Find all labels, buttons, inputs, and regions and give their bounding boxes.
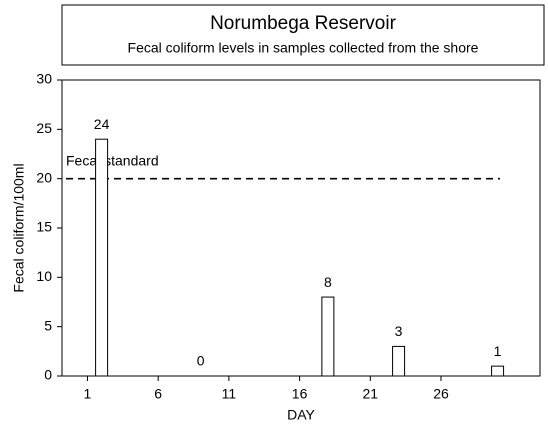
y-tick-label: 10	[36, 268, 52, 284]
x-tick-label: 1	[84, 386, 92, 402]
standard-label: Fecal standard	[66, 152, 159, 168]
data-label: 24	[94, 116, 110, 132]
x-tick-label: 6	[154, 386, 162, 402]
x-tick-label: 26	[433, 386, 449, 402]
bar	[491, 365, 505, 377]
y-tick-label: 5	[44, 317, 52, 333]
data-label: 8	[324, 274, 332, 290]
bar	[95, 138, 109, 377]
title-box	[61, 4, 545, 66]
x-tick-label: 11	[222, 386, 237, 402]
y-tick-label: 20	[36, 169, 52, 185]
data-label: 3	[395, 323, 403, 339]
bar	[392, 345, 406, 377]
y-tick-label: 30	[36, 71, 52, 87]
data-label: 0	[197, 353, 205, 369]
y-tick-label: 25	[36, 120, 52, 136]
chart-subtitle: Fecal coliform levels in samples collect…	[128, 40, 479, 56]
bar	[321, 296, 335, 377]
data-label: 1	[494, 343, 502, 359]
chart-title: Norumbega Reservoir	[210, 13, 397, 34]
x-tick-label: 21	[363, 386, 379, 402]
plot-frame	[61, 79, 541, 377]
y-tick-label: 15	[36, 219, 52, 235]
y-tick-label: 0	[44, 367, 52, 383]
x-axis-label: DAY	[287, 407, 315, 423]
y-axis-label: Fecal coliform/100ml	[11, 163, 27, 292]
x-tick-label: 16	[292, 386, 308, 402]
